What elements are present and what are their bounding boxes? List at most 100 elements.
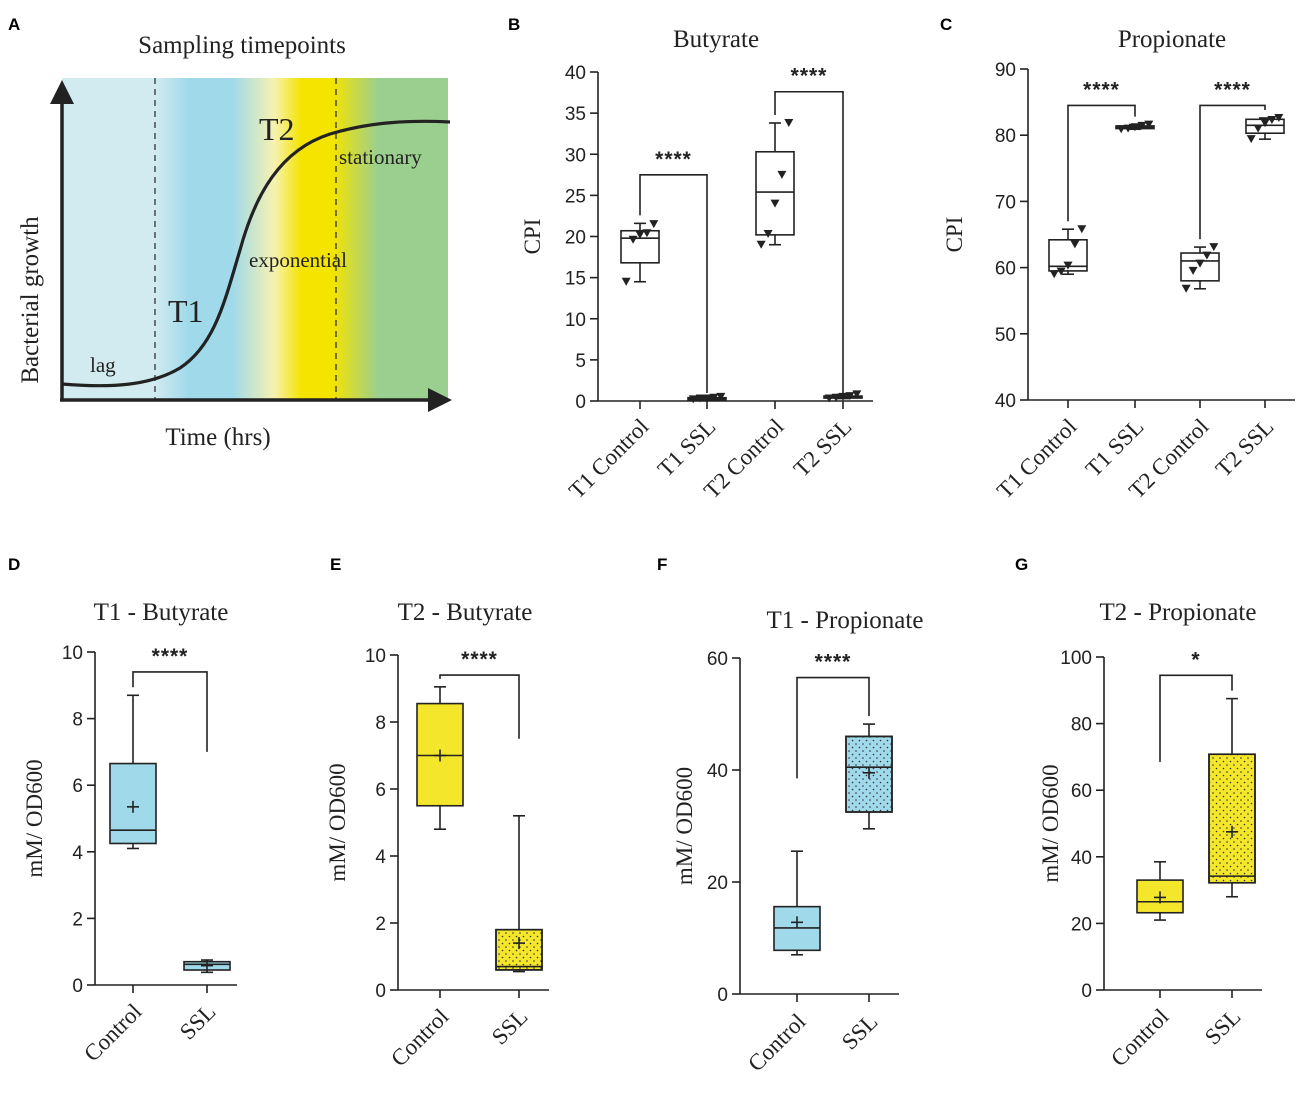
box-1: [620, 220, 660, 286]
data-point: [716, 392, 726, 401]
box-2: [1115, 120, 1155, 134]
bracket-line: [1159, 674, 1233, 762]
panel-letter-d: D: [8, 555, 20, 574]
y-tick-label: 50: [995, 325, 1016, 346]
x-tick-label: Control: [386, 1004, 453, 1071]
y-tick-label: 20: [1071, 914, 1092, 935]
y-tick-label: 10: [565, 310, 586, 331]
box-2: [495, 814, 543, 973]
y-tick-label: 35: [565, 104, 586, 125]
box-2: [845, 723, 893, 830]
chart-e: T2 - Butyrate 0 2 4 6 8 10 mM/ OD600 Control SSL *…: [325, 599, 549, 1071]
data-point: [824, 394, 834, 403]
data-point: [1056, 267, 1066, 276]
data-point: [852, 390, 862, 399]
data-point: [1253, 124, 1263, 133]
panel-letter-b: B: [508, 15, 520, 34]
significance-label: ****: [791, 65, 828, 88]
y-tick-label: 0: [575, 392, 586, 413]
y-tick-label: 2: [72, 909, 83, 930]
significance-label: ****: [655, 148, 692, 171]
panel-letter-c: C: [940, 15, 952, 34]
box-pattern: [1208, 753, 1256, 884]
y-tick-label: 70: [995, 192, 1016, 213]
significance-bracket: *: [1159, 648, 1233, 762]
box-4: [823, 390, 863, 403]
significance-label: *: [1191, 648, 1200, 671]
panel-letter-f: F: [657, 555, 667, 574]
y-tick-label: 4: [375, 847, 386, 868]
y-axis-label: CPI: [520, 219, 545, 255]
data-point: [642, 229, 652, 238]
box-1: [1048, 225, 1088, 279]
y-axis-label: CPI: [942, 217, 967, 253]
data-point: [1188, 266, 1198, 275]
y-tick-label: 30: [565, 145, 586, 166]
chart-title: T1 - Butyrate: [94, 599, 229, 626]
panel-letter-e: E: [330, 555, 341, 574]
box-1: [773, 850, 821, 956]
bracket-line: [132, 671, 208, 752]
panel-a-title: Sampling timepoints: [138, 32, 346, 59]
data-point: [1267, 115, 1277, 124]
data-point: [621, 277, 631, 286]
significance-bracket: ****: [639, 148, 708, 393]
y-tick-label: 80: [1071, 715, 1092, 736]
panel-g-letter-group: G: [1015, 555, 1028, 574]
y-tick-label: 40: [1071, 848, 1092, 869]
bracket-line: [774, 90, 844, 393]
data-point: [1063, 261, 1073, 270]
data-point: [756, 240, 766, 249]
data-point: [1274, 113, 1284, 122]
chart-b: Butyrate 0 5 10 15 20 25 30 35 40 CPI T1 Control T1 …: [520, 26, 873, 503]
x-tick-label: SSL: [175, 999, 221, 1045]
y-tick-label: 10: [365, 646, 386, 667]
data-point: [649, 220, 659, 229]
box-3: [1180, 243, 1220, 293]
panel-letter-a: A: [8, 15, 20, 34]
panel-e-letter-group: E: [330, 555, 341, 574]
x-tick-label: Control: [1106, 1004, 1173, 1071]
data-point: [831, 393, 841, 402]
significance-label: ****: [815, 651, 852, 674]
significance-bracket: ****: [132, 645, 208, 752]
y-tick-label: 0: [1081, 981, 1092, 1002]
y-tick-label: 5: [575, 351, 586, 372]
x-tick-label: Control: [743, 1009, 810, 1076]
data-point: [777, 170, 787, 179]
chart-g: T2 - Propionate 0 20 40 60 80 100 mM/ OD600 Cont…: [1038, 599, 1262, 1071]
x-tick-label: T2 SSL: [789, 414, 857, 482]
box-4: [1245, 113, 1285, 144]
box-pattern: [495, 928, 543, 971]
y-axis-arrowhead: [50, 80, 74, 104]
growth-phase-background: [62, 78, 448, 400]
significance-bracket: ****: [796, 651, 870, 779]
y-tick-label: 2: [375, 914, 386, 935]
bracket-line: [1067, 104, 1136, 222]
chart-title: Butyrate: [673, 26, 759, 53]
data-point: [845, 392, 855, 401]
box-2: [183, 959, 231, 974]
chart-d: T1 - Butyrate 0 2 4 6 8 10 mM/ OD600 Control SSL *…: [22, 599, 237, 1066]
box-3: [755, 118, 795, 249]
growth-ylabel: Bacterial growth: [17, 216, 44, 384]
data-point: [1137, 121, 1147, 130]
growth-xlabel: Time (hrs): [165, 424, 270, 451]
x-tick-label: T1 Control: [992, 414, 1082, 504]
y-tick-label: 8: [375, 713, 386, 734]
chart-title: T2 - Propionate: [1100, 599, 1257, 626]
chart-title: Propionate: [1118, 26, 1226, 53]
bracket-line: [439, 674, 520, 739]
significance-bracket: ****: [1199, 78, 1266, 240]
data-point: [1144, 120, 1154, 129]
data-point: [1077, 225, 1087, 234]
y-tick-label: 8: [72, 710, 83, 731]
data-point: [784, 118, 794, 127]
box-2: [687, 392, 727, 404]
y-axis-label: mM/ OD600: [1038, 764, 1063, 882]
y-tick-label: 4: [72, 843, 83, 864]
data-point: [770, 199, 780, 208]
data-point: [838, 392, 848, 401]
x-tick-label: SSL: [1200, 1004, 1246, 1050]
